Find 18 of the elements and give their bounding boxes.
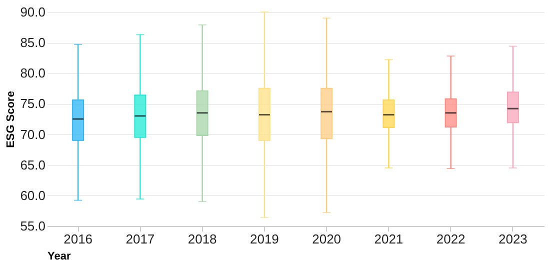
x-tick-label: 2023 [498,232,528,246]
y-tick-label: 70.0 [20,126,46,142]
y-tick-label: 55.0 [20,218,46,234]
y-tick-label: 85.0 [20,35,46,50]
y-tick-label: 65.0 [20,157,46,172]
x-tick-label: 2016 [64,232,93,246]
x-tick-label: 2017 [126,232,155,246]
y-tick-label: 80.0 [20,66,46,81]
x-tick-label: 2019 [250,232,279,246]
y-axis-title: ESG Score [5,91,18,148]
y-tick-label: 60.0 [20,188,46,203]
y-tick-label: 75.0 [20,96,46,112]
x-tick-label: 2020 [312,232,342,246]
y-tick-label: 90.0 [20,4,46,20]
x-axis-title: Year [48,250,72,262]
x-tick-label: 2022 [436,232,466,246]
x-tick-label: 2021 [374,232,404,246]
x-tick-label: 2018 [188,232,217,246]
